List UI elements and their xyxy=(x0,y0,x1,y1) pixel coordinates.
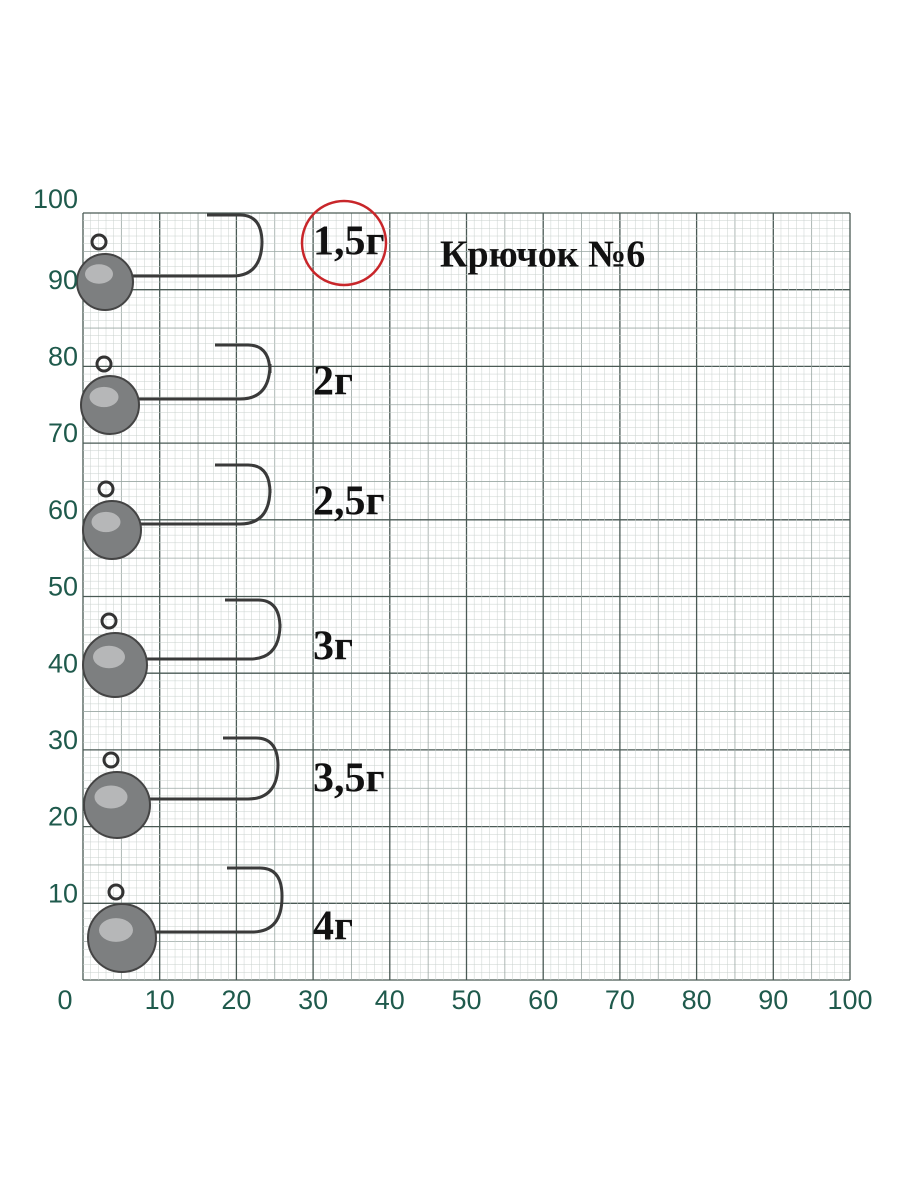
title: Крючок №6 xyxy=(440,234,645,276)
hook xyxy=(115,598,282,661)
y-axis-label: 50 xyxy=(48,572,78,602)
x-axis-label: 60 xyxy=(528,985,558,1015)
ball-shine xyxy=(99,918,133,942)
y-axis-label: 70 xyxy=(48,418,78,448)
weight-label: 3г xyxy=(313,624,353,670)
hook xyxy=(112,463,272,526)
y-axis-label: 20 xyxy=(48,802,78,832)
x-axis-label: 30 xyxy=(298,985,328,1015)
weight-label: 1,5г xyxy=(313,219,385,265)
eye xyxy=(97,480,115,498)
x-axis-label: 20 xyxy=(221,985,251,1015)
x-axis-label: 0 xyxy=(57,985,72,1015)
y-axis-label: 40 xyxy=(48,648,78,678)
hook xyxy=(122,866,284,934)
ball-shine xyxy=(91,511,121,533)
hook xyxy=(110,343,272,401)
jig-heads xyxy=(76,213,284,973)
y-axis-label: 60 xyxy=(48,495,78,525)
x-axis-label: 70 xyxy=(605,985,635,1015)
ball-shine xyxy=(94,785,128,809)
eye xyxy=(95,355,113,373)
x-axis-label: 100 xyxy=(827,985,872,1015)
ball-shine xyxy=(89,386,119,408)
x-axis-label: 80 xyxy=(682,985,712,1015)
weight-label: 3,5г xyxy=(313,756,385,802)
y-axis-label: 100 xyxy=(33,184,78,214)
x-axis-label: 10 xyxy=(145,985,175,1015)
weight-label: 4г xyxy=(313,904,353,950)
eye xyxy=(107,883,125,901)
weight-label: 2,5г xyxy=(313,479,385,525)
x-axis-label: 40 xyxy=(375,985,405,1015)
labels: 0 10 20 30 40 50 60 70 80 90 100 100 90 80 70 60 50 40 30 2… xyxy=(33,184,873,1015)
x-axis-label: 50 xyxy=(451,985,481,1015)
y-axis-label: 90 xyxy=(48,265,78,295)
hook xyxy=(105,213,264,278)
ball-shine xyxy=(85,264,113,284)
y-axis-label: 80 xyxy=(48,342,78,372)
y-axis-label: 10 xyxy=(48,878,78,908)
eye xyxy=(102,751,120,769)
highlight-circle xyxy=(300,199,388,287)
graph-paper xyxy=(82,212,851,981)
x-axis-label: 90 xyxy=(758,985,788,1015)
ball-shine xyxy=(93,645,125,669)
y-axis-label: 30 xyxy=(48,725,78,755)
eye xyxy=(100,612,118,630)
hook xyxy=(117,736,280,801)
eye xyxy=(90,233,108,251)
weight-label: 2г xyxy=(313,359,353,405)
